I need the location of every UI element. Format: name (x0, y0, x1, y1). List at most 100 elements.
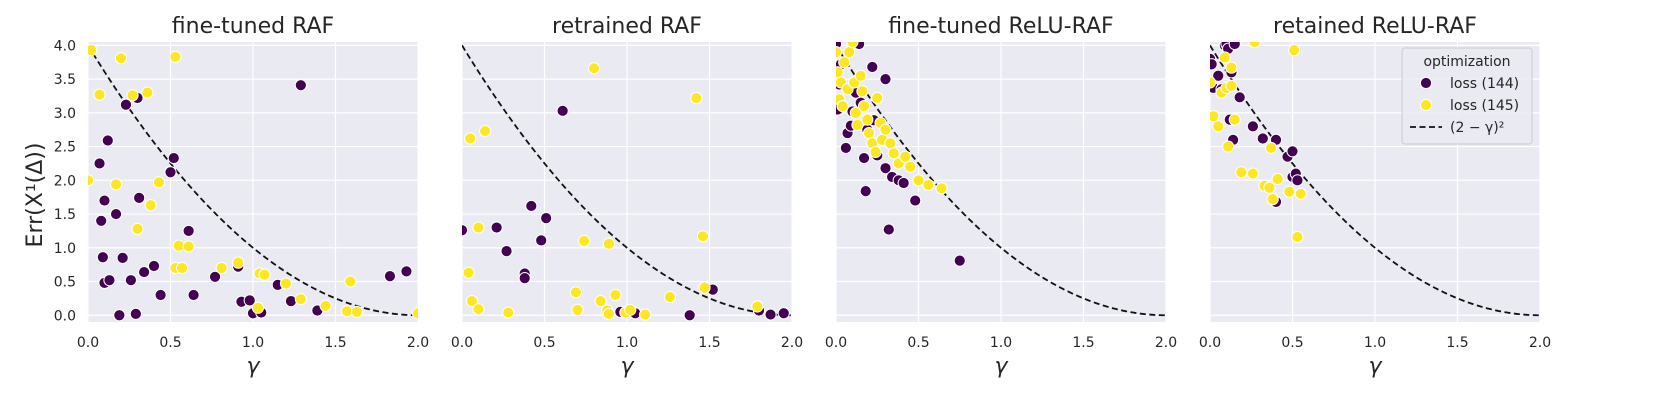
data-point (1246, 167, 1260, 180)
data-point (479, 124, 492, 138)
y-tick-label: 0.5 (54, 275, 76, 291)
data-point (138, 265, 151, 279)
data-point (690, 91, 703, 105)
data-point (96, 251, 109, 264)
data-point (602, 237, 615, 250)
data-point (569, 286, 582, 299)
y-tick-label: 1.5 (54, 207, 76, 223)
data-point (154, 288, 167, 302)
panel-1: fine-tuned RAF 0.0 0.5 1.0 1.5 2.0 0.0 0.5 1.0 1.… (54, 14, 429, 379)
data-point (912, 174, 925, 187)
x-axis-label: γ (994, 354, 1008, 379)
data-point (88, 174, 95, 187)
series-loss-145 (462, 62, 764, 321)
panels: fine-tuned RAF 0.0 0.5 1.0 1.5 2.0 0.0 0.5 1.0 1.… (54, 14, 1551, 379)
data-point (1235, 166, 1248, 179)
data-point (609, 288, 622, 302)
data-point (294, 79, 307, 92)
x-tick-label: 1.0 (616, 335, 638, 351)
data-point (1288, 43, 1301, 57)
data-point (182, 224, 195, 238)
data-point (400, 265, 413, 278)
data-point (1256, 132, 1269, 145)
data-point (953, 254, 966, 267)
data-point (884, 137, 897, 150)
data-point (882, 223, 895, 236)
data-point (879, 123, 892, 136)
data-point (1291, 174, 1304, 187)
data-point (119, 98, 133, 111)
data-point (857, 99, 871, 113)
data-point (500, 245, 513, 258)
data-point (472, 221, 485, 234)
data-point (777, 307, 790, 320)
x-axis-label: γ (620, 354, 634, 379)
data-point (935, 182, 948, 195)
data-point (490, 221, 503, 234)
data-point (187, 288, 200, 302)
data-point (1286, 145, 1299, 158)
data-point (639, 308, 652, 321)
data-point (1210, 58, 1218, 71)
data-point (764, 308, 777, 321)
reference-curve (88, 44, 418, 317)
x-axis-label: γ (1368, 354, 1382, 379)
data-point (182, 240, 195, 253)
data-point (866, 60, 879, 74)
data-point (587, 62, 601, 75)
data-point (101, 134, 114, 147)
data-point (909, 194, 922, 207)
x-tick-label: 2.0 (407, 335, 429, 351)
y-tick-label: 4.0 (54, 38, 76, 54)
y-tick-label: 1.0 (54, 241, 76, 257)
series-loss-145 (836, 42, 948, 195)
x-tick-label: 1.5 (324, 335, 346, 351)
series-loss-145 (88, 43, 418, 320)
data-point (465, 294, 478, 308)
data-point (126, 89, 139, 102)
x-tick-label: 0.5 (533, 335, 555, 351)
data-point (871, 91, 884, 105)
x-tick-label: 1.5 (1446, 335, 1468, 351)
data-point (147, 259, 161, 273)
x-tick-label: 1.0 (1364, 335, 1386, 351)
x-tick-label: 1.0 (242, 335, 264, 351)
data-point (1233, 91, 1246, 104)
data-point (856, 85, 869, 98)
data-point (869, 145, 882, 159)
y-tick-label: 3.5 (54, 72, 76, 88)
x-tick-label: 0.0 (451, 335, 473, 351)
data-point (251, 301, 265, 314)
data-point (294, 292, 307, 306)
data-point (578, 234, 591, 248)
legend-marker (1419, 76, 1433, 90)
data-point (164, 166, 177, 179)
data-point (1266, 193, 1279, 206)
data-point (843, 46, 856, 59)
data-point (602, 307, 615, 321)
series-loss-145 (1210, 42, 1307, 244)
data-point (846, 42, 859, 49)
data-point (839, 141, 853, 155)
data-point (113, 309, 126, 322)
data-point (284, 294, 298, 308)
panel-title: fine-tuned RAF (172, 14, 334, 39)
data-point (350, 305, 364, 318)
panel-3: fine-tuned ReLU-RAF 0.0 0.5 1.0 1.5 2.0 γ (825, 14, 1177, 379)
y-tick-label: 2.5 (54, 140, 76, 156)
data-point (93, 88, 106, 101)
x-tick-label: 2.0 (1529, 335, 1551, 351)
data-point (922, 178, 935, 192)
data-point (98, 194, 111, 207)
panel-title: retained ReLU-RAF (1273, 14, 1477, 39)
data-point (857, 151, 871, 165)
x-tick-label: 1.0 (990, 335, 1012, 351)
data-point (1210, 110, 1220, 123)
data-point (1218, 51, 1231, 64)
data-point (152, 176, 166, 189)
data-point (751, 300, 764, 313)
y-tick-label: 2.0 (54, 173, 76, 189)
data-point (1248, 42, 1261, 49)
data-point (696, 230, 710, 243)
legend-marker (1419, 98, 1433, 112)
